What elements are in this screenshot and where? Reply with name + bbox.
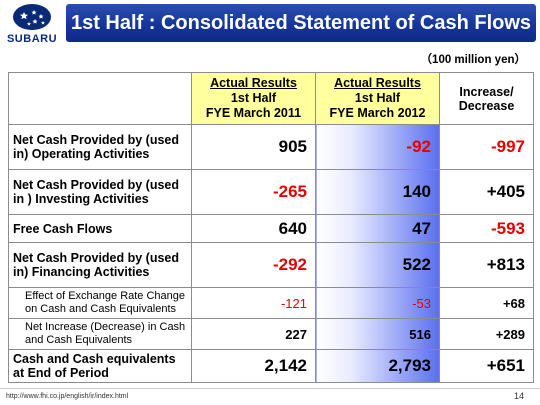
- subaru-logo: SUBARU: [0, 0, 64, 50]
- header-fy2011: Actual Results 1st Half FYE March 2011: [191, 72, 316, 125]
- footer-divider: [0, 388, 540, 389]
- header-fy2012: Actual Results 1st Half FYE March 2012: [315, 72, 440, 125]
- row-label: Net Cash Provided by (used in) Operating…: [8, 124, 192, 170]
- value-fy2011: 2,142: [191, 349, 316, 383]
- header-fy2011-line3: FYE March 2011: [205, 106, 302, 120]
- row-label: Free Cash Flows: [8, 214, 192, 243]
- header-fy2011-line2: 1st Half: [230, 91, 277, 105]
- header-change: Increase/ Decrease: [439, 72, 534, 125]
- header-change-line2: Decrease: [458, 98, 515, 113]
- header-change-line1: Increase/: [459, 84, 514, 99]
- table-row: Net Cash Provided by (used in ) Investin…: [8, 169, 534, 215]
- logo-wordmark: SUBARU: [6, 33, 58, 45]
- title-bar: 1st Half : Consolidated Statement of Cas…: [66, 4, 536, 42]
- cash-flow-table: Actual Results 1st Half FYE March 2011 A…: [8, 72, 534, 383]
- table-row: Net Increase (Decrease) in Cash and Cash…: [8, 318, 534, 350]
- row-label: Net Cash Provided by (used in) Financing…: [8, 242, 192, 288]
- table-row: Net Cash Provided by (used in) Financing…: [8, 242, 534, 288]
- table-row: Free Cash Flows 640 47 -593: [8, 214, 534, 243]
- row-label: Net Cash Provided by (used in ) Investin…: [8, 169, 192, 215]
- value-change: -997: [439, 124, 534, 170]
- value-fy2011: 905: [191, 124, 316, 170]
- row-label: Cash and Cash equivalents at End of Peri…: [8, 349, 192, 383]
- value-change: +68: [439, 287, 534, 319]
- value-fy2011: 227: [191, 318, 316, 350]
- header-fy2011-line1: Actual Results: [210, 76, 297, 90]
- table-header-row: Actual Results 1st Half FYE March 2011 A…: [8, 72, 534, 125]
- table-row: Effect of Exchange Rate Change on Cash a…: [8, 287, 534, 319]
- page-title: 1st Half : Consolidated Statement of Cas…: [70, 12, 532, 34]
- row-label: Effect of Exchange Rate Change on Cash a…: [8, 287, 192, 319]
- header-fy2012-line1: Actual Results: [334, 76, 421, 90]
- value-change: +405: [439, 169, 534, 215]
- table-row: Net Cash Provided by (used in) Operating…: [8, 124, 534, 170]
- unit-note: （100 million yen）: [420, 54, 526, 66]
- row-label: Net Increase (Decrease) in Cash and Cash…: [8, 318, 192, 350]
- value-fy2012: 140: [315, 169, 440, 215]
- pleiades-stars-icon: [13, 4, 51, 30]
- value-fy2011: -292: [191, 242, 316, 288]
- value-change: +813: [439, 242, 534, 288]
- value-fy2012: 47: [315, 214, 440, 243]
- value-fy2012: -53: [315, 287, 440, 319]
- value-change: +651: [439, 349, 534, 383]
- value-change: -593: [439, 214, 534, 243]
- header-empty-cell: [8, 72, 192, 125]
- header-fy2012-line3: FYE March 2012: [329, 106, 426, 120]
- table-row: Cash and Cash equivalents at End of Peri…: [8, 349, 534, 383]
- value-fy2012: 522: [315, 242, 440, 288]
- value-fy2011: -265: [191, 169, 316, 215]
- value-fy2011: 640: [191, 214, 316, 243]
- value-fy2011: -121: [191, 287, 316, 319]
- value-fy2012: 2,793: [315, 349, 440, 383]
- page-number: 14: [513, 391, 524, 401]
- footer-url[interactable]: http://www.fhi.co.jp/english/ir/index.ht…: [6, 393, 129, 400]
- header-fy2012-line2: 1st Half: [354, 91, 401, 105]
- value-fy2012: -92: [315, 124, 440, 170]
- value-fy2012: 516: [315, 318, 440, 350]
- value-change: +289: [439, 318, 534, 350]
